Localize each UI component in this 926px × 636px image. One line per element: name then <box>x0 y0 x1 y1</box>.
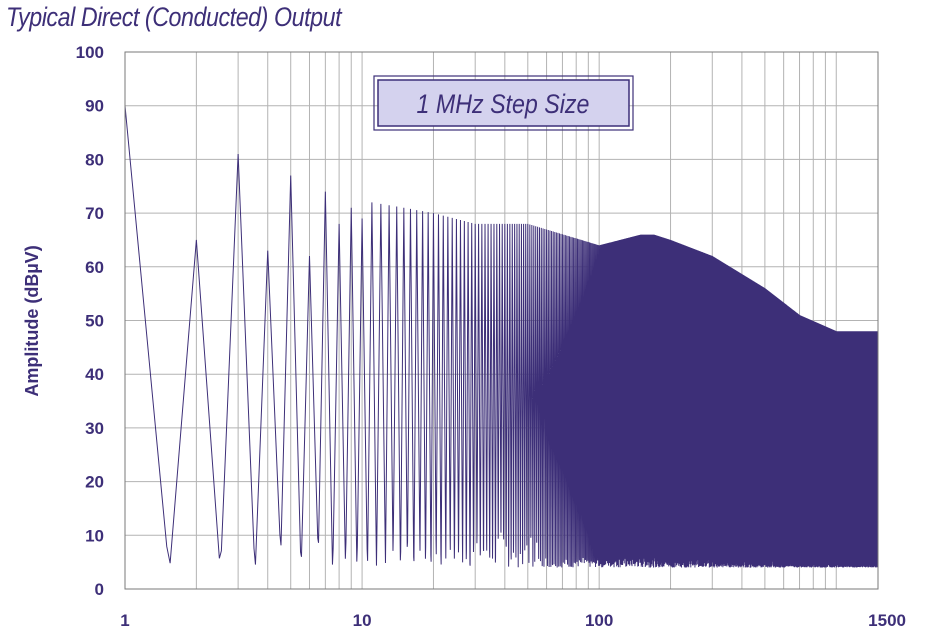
x-tick-label: 100 <box>585 611 613 630</box>
y-tick-labels: 0 10 20 30 40 50 60 70 80 90 100 <box>76 43 104 599</box>
annotation-outer-border <box>373 75 634 131</box>
y-tick-label: 10 <box>85 526 104 545</box>
chart-title: Typical Direct (Conducted) Output <box>6 2 342 32</box>
y-tick-label: 30 <box>85 419 104 438</box>
x-tick-labels: 1 10 100 1500 <box>120 611 906 630</box>
annotation-text: 1 MHz Step Size <box>417 89 590 119</box>
y-tick-label: 80 <box>85 150 104 169</box>
y-tick-label: 50 <box>85 312 104 331</box>
y-tick-label: 90 <box>85 97 104 116</box>
x-tick-label: 10 <box>353 611 372 630</box>
x-tick-label: 1500 <box>868 611 906 630</box>
annotation-background <box>377 79 630 127</box>
spectrum-series <box>124 105 879 568</box>
spectrum-line <box>124 105 879 568</box>
y-tick-label: 100 <box>76 43 104 62</box>
y-axis-label: Amplitude (dBµV) <box>22 245 42 396</box>
y-tick-label: 60 <box>85 258 104 277</box>
y-tick-label: 20 <box>85 473 104 492</box>
plot-frame <box>124 51 879 590</box>
step-size-annotation: 1 MHz Step Size <box>373 75 634 131</box>
y-tick-label: 70 <box>85 204 104 223</box>
y-tick-label: 0 <box>95 580 104 599</box>
x-tick-label: 1 <box>120 611 129 630</box>
y-tick-label: 40 <box>85 365 104 384</box>
